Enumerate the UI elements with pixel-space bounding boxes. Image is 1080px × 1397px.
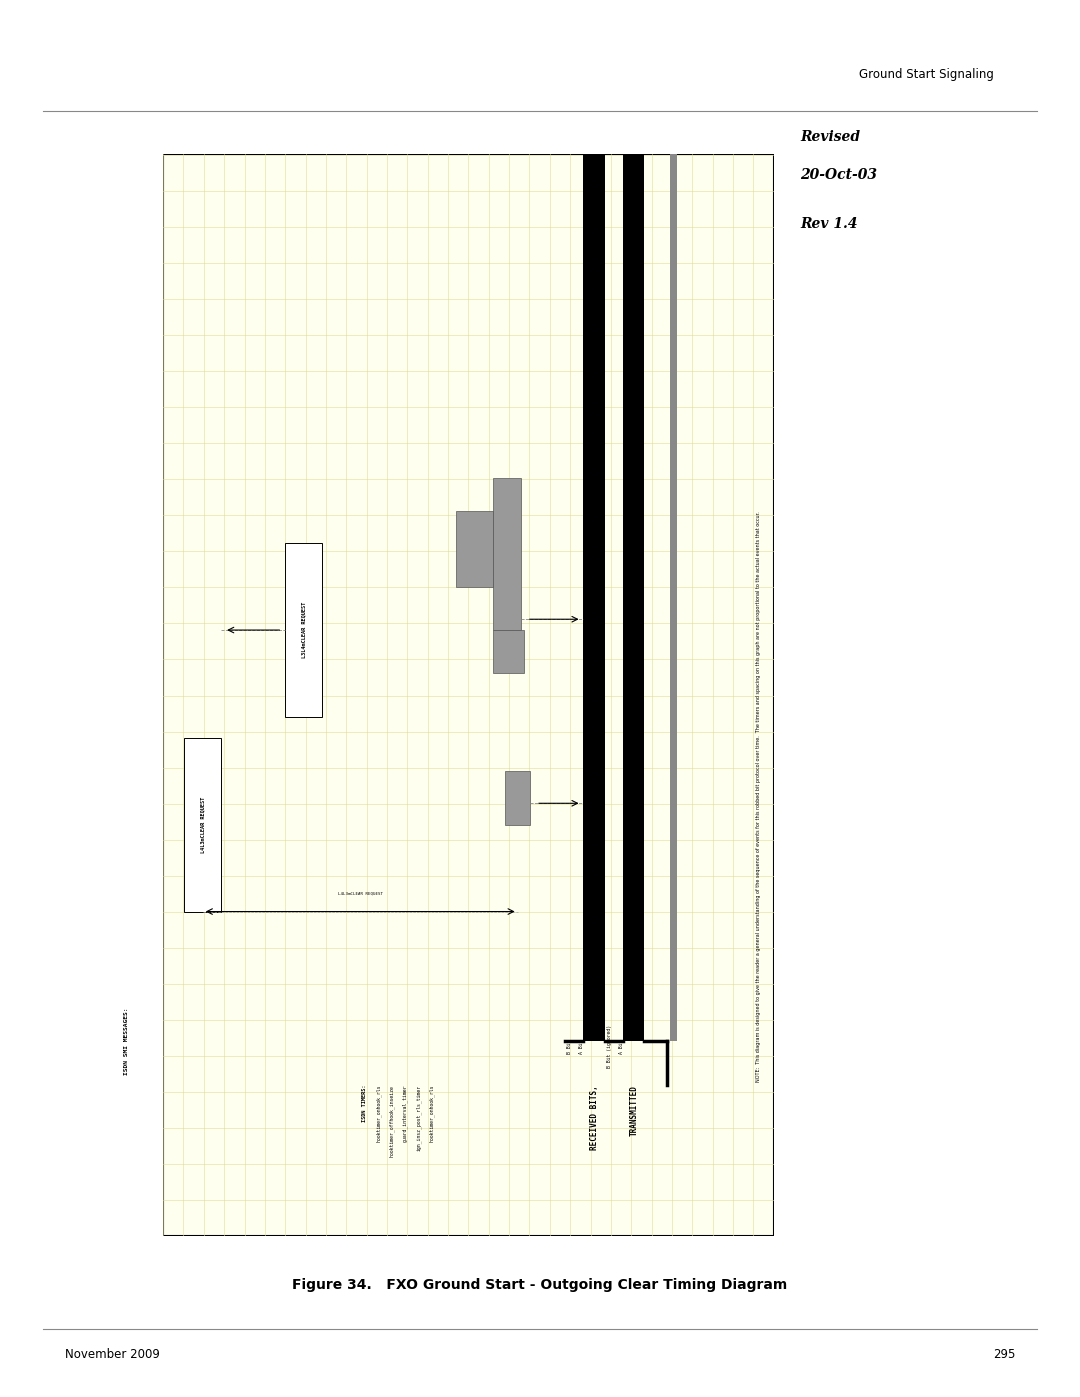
Text: hooktimer_onhook_rls: hooktimer_onhook_rls <box>429 1084 435 1143</box>
Text: B Bit (ignored): B Bit (ignored) <box>607 1025 611 1069</box>
Text: hooktimer_onhook_rls: hooktimer_onhook_rls <box>376 1084 381 1143</box>
Text: L3L4mCLEAR REQUEST: L3L4mCLEAR REQUEST <box>301 602 306 658</box>
Text: A Bit: A Bit <box>619 1039 624 1055</box>
Bar <box>494 479 521 630</box>
Text: TRANSMITTED: TRANSMITTED <box>630 1084 638 1136</box>
Text: guard_interval_timer: guard_interval_timer <box>403 1084 408 1143</box>
Text: 295: 295 <box>993 1348 1015 1361</box>
Text: Figure 34.   FXO Ground Start - Outgoing Clear Timing Diagram: Figure 34. FXO Ground Start - Outgoing C… <box>293 1277 787 1292</box>
Text: ISDN SMI MESSAGES:: ISDN SMI MESSAGES: <box>124 1007 129 1076</box>
Text: 20-Oct-03: 20-Oct-03 <box>800 168 877 182</box>
Text: Rev 1.4: Rev 1.4 <box>800 217 858 231</box>
Text: RECEIVED BITS,: RECEIVED BITS, <box>590 1084 598 1150</box>
Text: L4L3mCLEAR REQUEST: L4L3mCLEAR REQUEST <box>200 796 205 854</box>
Bar <box>505 771 530 824</box>
Text: November 2009: November 2009 <box>65 1348 160 1361</box>
Text: A Bit: A Bit <box>579 1039 584 1055</box>
Bar <box>185 738 221 912</box>
Text: NOTE:  This diagram is designed to give the reader a general understanding of th: NOTE: This diagram is designed to give t… <box>756 511 761 1081</box>
Bar <box>623 154 645 1042</box>
Text: ign_insz_post_rls_timer: ign_insz_post_rls_timer <box>416 1084 421 1151</box>
Bar <box>583 154 605 1042</box>
Bar <box>285 543 322 717</box>
Text: ISDN TIMERS:: ISDN TIMERS: <box>362 1084 367 1122</box>
Text: Revised: Revised <box>800 130 861 144</box>
Text: hooktimer_offhook_inseize: hooktimer_offhook_inseize <box>389 1084 394 1157</box>
Bar <box>670 154 677 1042</box>
Text: Ground Start Signaling: Ground Start Signaling <box>859 68 994 81</box>
Text: B Bit: B Bit <box>567 1039 572 1055</box>
Text: L4L3mCLEAR REQUEST: L4L3mCLEAR REQUEST <box>338 891 382 895</box>
Bar <box>457 511 494 587</box>
Bar <box>494 630 524 673</box>
